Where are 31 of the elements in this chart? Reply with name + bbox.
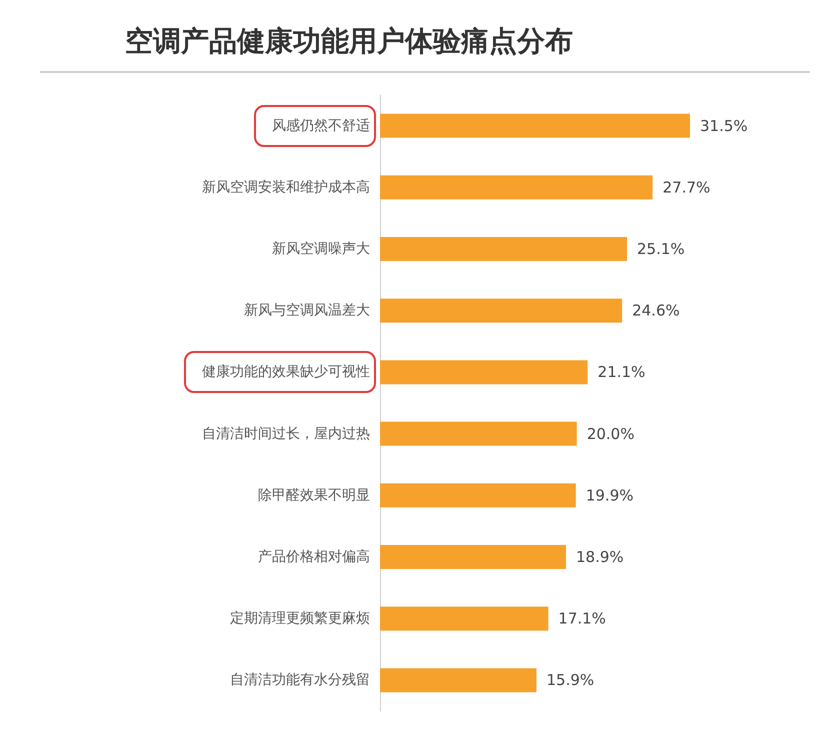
y-tick-label: 健康功能的效果缺少可视性 [202, 364, 370, 380]
bar [380, 114, 690, 138]
bar [380, 668, 536, 692]
bar [380, 175, 653, 200]
data-label: 25.1% [637, 240, 685, 258]
y-tick-label: 产品价格相对偏高 [258, 549, 370, 565]
data-label: 18.9% [576, 548, 624, 566]
chart-title: 空调产品健康功能用户体验痛点分布 [125, 24, 573, 58]
y-tick-label: 自清洁功能有水分残留 [230, 672, 370, 688]
data-label: 21.1% [598, 363, 646, 382]
data-label: 19.9% [586, 486, 634, 504]
bar [380, 360, 588, 384]
bar [380, 545, 566, 569]
bar [380, 422, 577, 446]
data-label: 24.6% [632, 302, 680, 320]
y-tick-label: 新风与空调风温差大 [244, 302, 370, 319]
data-label: 31.5% [700, 116, 748, 135]
bar [380, 298, 622, 323]
bar [380, 483, 576, 508]
data-label: 17.1% [558, 610, 606, 628]
y-tick-label: 新风空调安装和维护成本高 [202, 179, 370, 196]
data-label: 20.0% [586, 424, 634, 443]
bar [380, 237, 628, 261]
y-tick-label: 定期清理更频繁更麻烦 [230, 610, 370, 627]
bar [380, 606, 548, 631]
y-tick-label: 风感仍然不舒适 [272, 118, 370, 134]
y-tick-label: 自清洁时间过长，屋内过热 [202, 426, 370, 442]
y-tick-label: 新风空调噪声大 [272, 241, 370, 257]
y-tick-label: 除甲醛效果不明显 [258, 487, 370, 504]
data-label: 27.7% [662, 178, 710, 196]
data-label: 15.9% [546, 671, 594, 690]
